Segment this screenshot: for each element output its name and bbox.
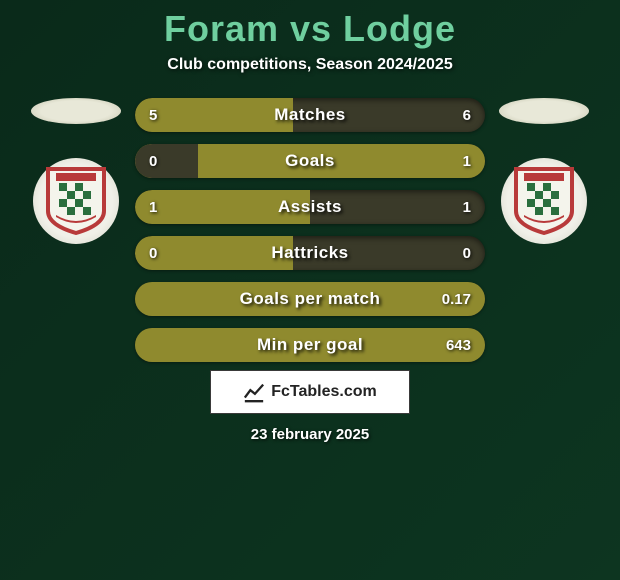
stat-value-right: 1	[463, 190, 471, 224]
stat-value-left: 1	[149, 190, 157, 224]
page-subtitle: Club competitions, Season 2024/2025	[167, 56, 452, 74]
branding-badge[interactable]: FcTables.com	[210, 370, 410, 414]
stat-label: Goals per match	[135, 282, 485, 316]
stat-bar: Goals0 1	[135, 144, 485, 178]
stat-value-right: 0.17	[442, 282, 471, 316]
player-left-col	[31, 98, 121, 244]
stat-value-right: 643	[446, 328, 471, 362]
club-crest-icon	[514, 167, 574, 235]
stat-value-left: 0	[149, 236, 157, 270]
player-right-col	[499, 98, 589, 244]
footer-date: 23 february 2025	[251, 426, 369, 443]
stat-value-right: 6	[463, 98, 471, 132]
stat-value-left: 5	[149, 98, 157, 132]
stat-value-right: 1	[463, 144, 471, 178]
stat-bar: Goals per match0.17	[135, 282, 485, 316]
stat-label: Goals	[135, 144, 485, 178]
page-title: Foram vs Lodge	[164, 8, 456, 50]
main-row: Matches56Goals01Assists11Hattricks00Goal…	[0, 98, 620, 362]
player-right-avatar	[499, 98, 589, 124]
stat-bar: Assists1 1	[135, 190, 485, 224]
branding-text: FcTables.com	[271, 383, 377, 401]
player-right-club-badge	[501, 158, 587, 244]
chart-line-icon	[243, 381, 265, 403]
stat-bar: Hattricks0 0	[135, 236, 485, 270]
stat-bar: Matches5 6	[135, 98, 485, 132]
stat-label: Hattricks	[135, 236, 485, 270]
stat-bar: Min per goal643	[135, 328, 485, 362]
stat-label: Matches	[135, 98, 485, 132]
comparison-card: Foram vs Lodge Club competitions, Season…	[0, 0, 620, 443]
stat-label: Min per goal	[135, 328, 485, 362]
stats-column: Matches56Goals01Assists11Hattricks00Goal…	[135, 98, 485, 362]
club-crest-icon	[46, 167, 106, 235]
player-left-avatar	[31, 98, 121, 124]
player-left-club-badge	[33, 158, 119, 244]
stat-label: Assists	[135, 190, 485, 224]
stat-value-left: 0	[149, 144, 157, 178]
stat-value-right: 0	[463, 236, 471, 270]
